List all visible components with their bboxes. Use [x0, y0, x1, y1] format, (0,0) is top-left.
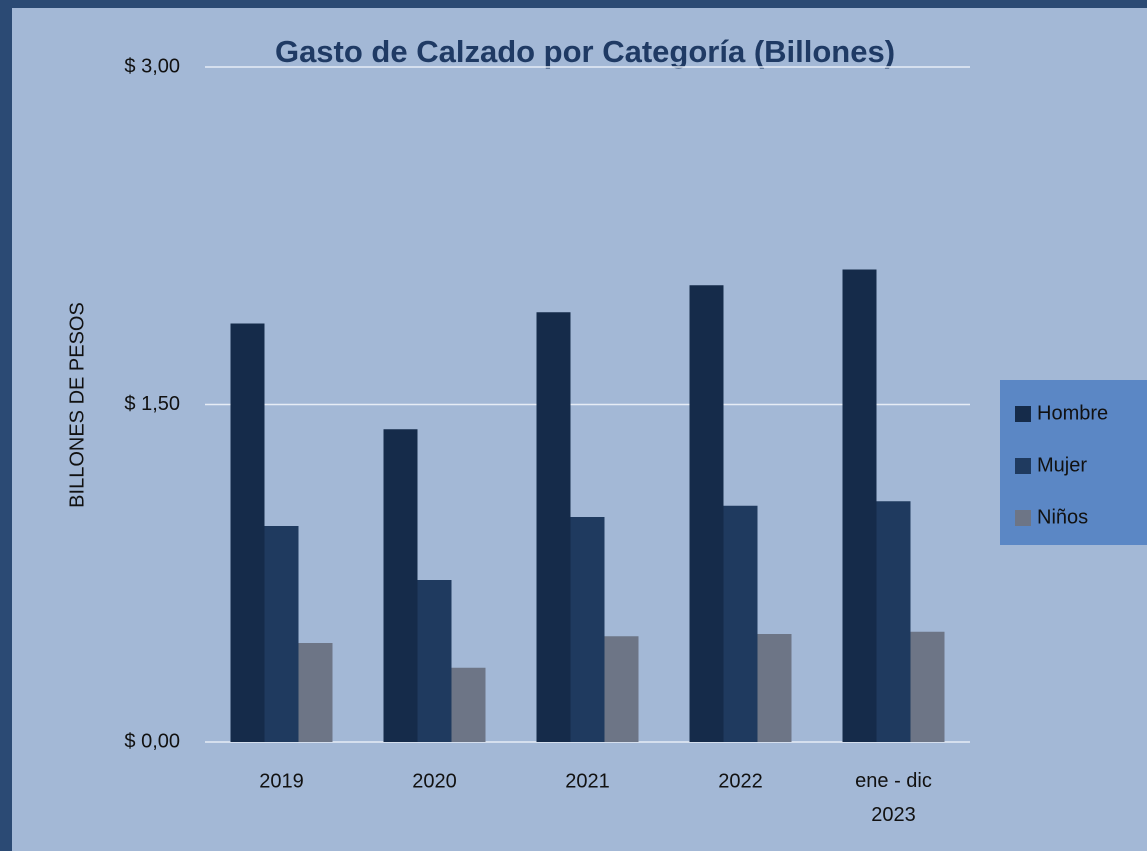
- bar: [570, 517, 605, 742]
- y-axis-label: BILLONES DE PESOS: [66, 302, 88, 508]
- bar: [876, 501, 911, 742]
- bar: [723, 505, 758, 742]
- bar: [604, 636, 639, 742]
- bar: [757, 634, 792, 742]
- y-tick-label: $ 3,00: [124, 55, 180, 77]
- legend-label: Mujer: [1037, 454, 1087, 476]
- bar: [230, 323, 265, 742]
- bar: [910, 631, 945, 742]
- bar: [264, 526, 299, 742]
- legend-label: Hombre: [1037, 402, 1108, 424]
- x-tick-label: 2021: [565, 770, 610, 792]
- x-tick-label: 2020: [412, 770, 457, 792]
- bar: [536, 312, 571, 742]
- chart-title: Gasto de Calzado por Categoría (Billones…: [275, 34, 895, 69]
- legend-swatch: [1015, 458, 1031, 474]
- x-tick-label: 2022: [718, 770, 763, 792]
- bar: [417, 580, 452, 742]
- legend-label: Niños: [1037, 506, 1088, 528]
- x-tick-label: 2019: [259, 770, 304, 792]
- bar: [383, 429, 418, 742]
- y-tick-label: $ 0,00: [124, 730, 180, 752]
- bar: [842, 269, 877, 742]
- legend-swatch: [1015, 406, 1031, 422]
- legend-swatch: [1015, 510, 1031, 526]
- bar: [689, 285, 724, 742]
- bar: [298, 643, 333, 742]
- y-tick-label: $ 1,50: [124, 393, 180, 415]
- bar: [451, 667, 486, 742]
- x-tick-label: ene - dic 2023: [855, 770, 932, 826]
